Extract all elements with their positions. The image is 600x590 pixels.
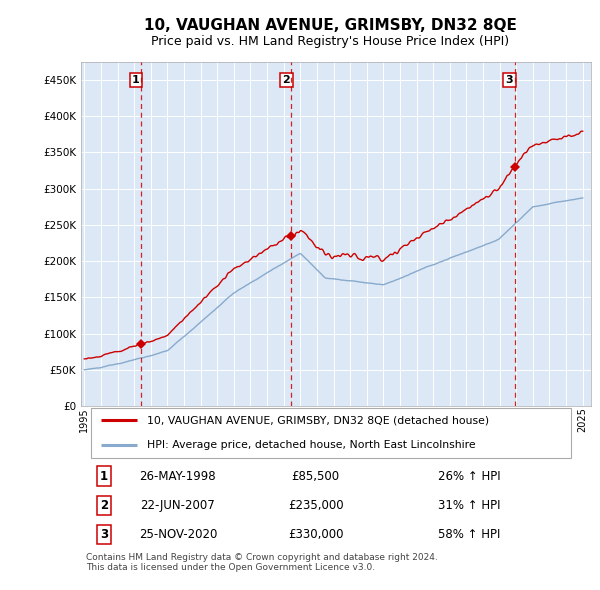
Text: 22-JUN-2007: 22-JUN-2007 [140, 499, 215, 512]
Text: £235,000: £235,000 [288, 499, 343, 512]
Text: 3: 3 [100, 528, 108, 541]
Text: 1: 1 [100, 470, 108, 483]
Text: 3: 3 [506, 75, 514, 85]
Text: HPI: Average price, detached house, North East Lincolnshire: HPI: Average price, detached house, Nort… [148, 440, 476, 450]
Text: £85,500: £85,500 [292, 470, 340, 483]
Text: 26-MAY-1998: 26-MAY-1998 [140, 470, 216, 483]
Text: Contains HM Land Registry data © Crown copyright and database right 2024.
This d: Contains HM Land Registry data © Crown c… [86, 553, 438, 572]
Text: 10, VAUGHAN AVENUE, GRIMSBY, DN32 8QE (detached house): 10, VAUGHAN AVENUE, GRIMSBY, DN32 8QE (d… [148, 415, 490, 425]
Text: Price paid vs. HM Land Registry's House Price Index (HPI): Price paid vs. HM Land Registry's House … [151, 35, 509, 48]
Text: 58% ↑ HPI: 58% ↑ HPI [438, 528, 500, 541]
Text: 2: 2 [100, 499, 108, 512]
Text: 1: 1 [132, 75, 140, 85]
Text: 2: 2 [283, 75, 290, 85]
Text: £330,000: £330,000 [288, 528, 343, 541]
Text: 31% ↑ HPI: 31% ↑ HPI [438, 499, 500, 512]
Text: 25-NOV-2020: 25-NOV-2020 [139, 528, 217, 541]
Text: 26% ↑ HPI: 26% ↑ HPI [438, 470, 500, 483]
FancyBboxPatch shape [91, 408, 571, 457]
Text: 10, VAUGHAN AVENUE, GRIMSBY, DN32 8QE: 10, VAUGHAN AVENUE, GRIMSBY, DN32 8QE [143, 18, 517, 34]
